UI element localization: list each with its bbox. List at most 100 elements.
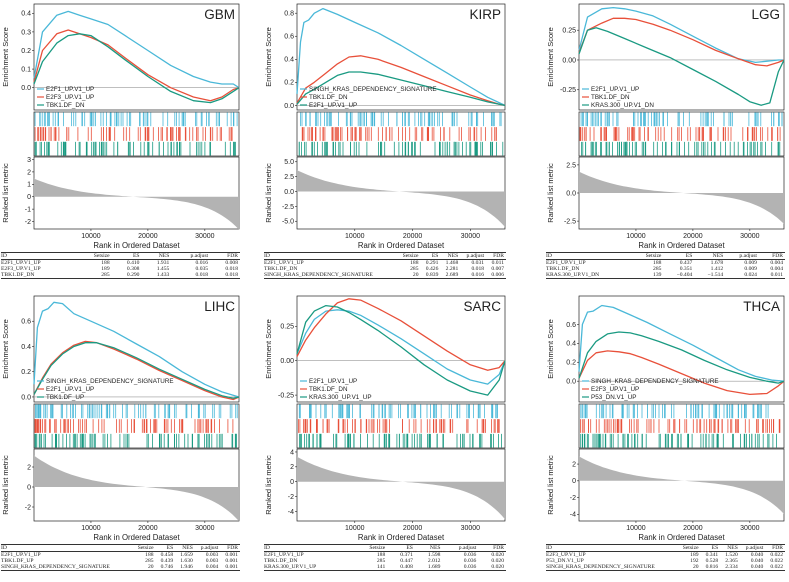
y-tick-label: -0.25 <box>278 393 294 400</box>
table-cell: TBK1.DF_DN <box>546 266 580 272</box>
table-header-cell: FDR <box>210 252 240 260</box>
table-cell: 1.931 <box>156 260 170 266</box>
panel-title: GBM <box>204 7 235 22</box>
table-cell: E2F1_UP.V1_UP <box>1 552 41 558</box>
y-tick-label: 0.1 <box>21 66 31 73</box>
y-tick-label: 1 <box>27 182 31 189</box>
es-series-line <box>296 55 506 107</box>
table-header-cell: ES <box>700 544 721 552</box>
stats-table: ID Setsize ES NES p.adjust FDR E2F1_UP.V1_UP 18… <box>264 544 506 571</box>
table-header-row: ID Setsize ES NES p.adjust FDR <box>546 544 785 552</box>
table-header-cell: ID <box>1 544 133 552</box>
table-cell: 0.408 <box>387 564 415 571</box>
table-cell: 0.003 <box>205 558 219 564</box>
es-series-line <box>33 301 240 398</box>
es-series-line <box>578 304 785 382</box>
table-row: TBK1.DF_DN 285 0.447 2.012 0.036 0.020 <box>264 558 506 564</box>
table-header-cell: FDR <box>765 544 785 552</box>
legend-label: P53_DN.V1_UP <box>591 394 637 401</box>
table-cell: 2.365 <box>725 558 738 564</box>
table-cell: 0.001 <box>225 558 238 564</box>
table-cell: 0.007 <box>491 266 504 272</box>
hit-strip-row <box>298 419 500 433</box>
table-cell: 189 <box>101 266 110 272</box>
table-cell: 0.004 <box>194 564 221 571</box>
table-cell: 0.009 <box>744 260 757 266</box>
es-series-line <box>578 331 785 384</box>
table-cell: 188 <box>101 260 110 266</box>
table-cell: 1.433 <box>141 272 172 279</box>
x-tick-label: 10000 <box>626 525 646 532</box>
table-header-cell: ID <box>546 544 678 552</box>
table-cell: 1.689 <box>414 564 443 571</box>
x-tick-label: 20000 <box>683 525 703 532</box>
table-cell: 0.016 <box>460 272 487 279</box>
table-header-cell: ES <box>420 252 441 260</box>
table-cell: 0.746 <box>155 564 176 571</box>
table-cell: 20 <box>396 272 421 279</box>
y-axis-label: Ranked list metric <box>546 455 555 515</box>
table-cell: 0.341 <box>705 552 719 558</box>
table-cell: 1.946 <box>175 564 195 571</box>
legend-label: E2F1_UP.V1_UP <box>591 86 639 93</box>
es-series-line <box>296 298 506 371</box>
table-header-cell: FDR <box>478 544 506 552</box>
hit-strip-row <box>580 433 777 448</box>
y-tick-label: 0 <box>572 478 576 485</box>
gsea-panel-gbm: 0.0 0.1 0.2 0.3 0.4 GBM Enrichment Score E2F1_U… <box>0 0 243 290</box>
ranked-metric-area <box>297 170 505 227</box>
y-axis-label: Enrichment Score <box>264 319 273 379</box>
stats-table: ID Setsize ES NES p.adjust FDR E2F1_UP.V1_UP 18… <box>546 252 785 279</box>
table-cell: 0.020 <box>478 564 506 571</box>
legend-label: TBK1.DF_DN <box>309 94 348 101</box>
table-cell: E2F1_UP.V1_UP <box>264 552 304 558</box>
y-tick-label: 4 <box>290 449 294 456</box>
y-tick-label: -2 <box>570 495 576 502</box>
table-cell: 0.018 <box>171 272 211 279</box>
table-cell: 20 <box>677 564 701 571</box>
legend-label: SINGH_KRAS_DEPENDENCY_SIGNATURE <box>309 86 437 93</box>
table-cell: 2.281 <box>445 266 459 272</box>
table-cell: 0.018 <box>210 272 240 279</box>
y-tick-label: 5.0 <box>284 159 294 166</box>
y-axis-label: Enrichment Score <box>546 319 555 379</box>
legend-label: TBK1.DF_UP <box>46 394 84 401</box>
table-cell: 0.437 <box>679 260 693 266</box>
stats-table: ID Setsize ES NES p.adjust FDR E2F3_UP.V1_UP 18… <box>546 544 785 571</box>
hit-strip-row <box>581 141 781 156</box>
y-tick-label: 0.00 <box>562 57 576 64</box>
stats-table: ID Setsize ES NES p.adjust FDR E2F1_UP.V1_UP 18… <box>1 252 240 279</box>
table-cell: 139 <box>632 272 664 279</box>
table-cell: TBK1.DF_DN <box>264 558 298 564</box>
ranked-metric-area <box>579 171 784 224</box>
table-header-cell: ID <box>1 252 76 260</box>
es-series-line <box>33 10 240 89</box>
table-cell: 1.678 <box>710 260 724 266</box>
table-cell: 0.022 <box>770 558 783 564</box>
x-tick-label: 20000 <box>138 233 158 240</box>
table-cell: 0.439 <box>160 558 174 564</box>
table-cell: 285 <box>376 558 386 564</box>
table-cell: 1.630 <box>180 558 193 564</box>
table-header-cell: Setsize <box>677 544 701 552</box>
table-cell: TBK1.DF_DN <box>1 272 76 279</box>
gsea-plot: -0.25 0.00 0.25 SARC Enrichment Score E2F1_UP… <box>264 295 506 542</box>
table-header-cell: NES <box>175 544 195 552</box>
legend-label: SINGH_KRAS_DEPENDENCY_SIGNATURE <box>46 378 174 385</box>
hit-strip-row <box>298 404 498 419</box>
x-tick-label: 30000 <box>740 525 760 532</box>
y-tick-label: 0.0 <box>566 190 576 197</box>
table-cell: 0.426 <box>425 266 439 272</box>
table-row: E2F3_UP.V1_UP 189 0.308 1.455 0.035 0.018 <box>1 266 240 272</box>
table-row: KRAS.300_UP.V1_UP 141 0.408 1.689 0.036 0.020 <box>264 564 506 571</box>
table-header-cell: ES <box>155 544 176 552</box>
y-tick-label: -2 <box>25 219 31 226</box>
y-tick-label: 0.4 <box>21 11 31 18</box>
table-cell: 1.598 <box>427 552 441 558</box>
hit-strip-row <box>579 127 781 141</box>
es-series-line <box>578 6 784 64</box>
hit-strip-row <box>35 404 238 419</box>
es-series-line <box>33 342 240 399</box>
x-tick-label: 10000 <box>345 233 365 240</box>
